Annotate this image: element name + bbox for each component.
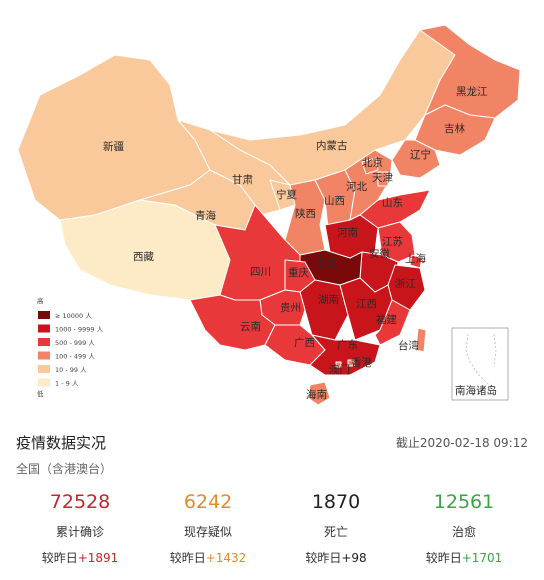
label-zhejiang: 浙江: [395, 278, 416, 290]
stat-value: 72528: [49, 491, 111, 513]
label-beijing: 北京: [362, 156, 383, 169]
stat-value: 12561: [433, 491, 495, 513]
label-liaoning: 辽宁: [410, 148, 431, 161]
legend-swatch: [38, 365, 50, 373]
legend-swatch: [38, 378, 50, 387]
province-xianggang[interactable]: [347, 359, 355, 367]
panel-title: 疫情数据实况: [16, 434, 107, 452]
legend-swatch: [38, 311, 50, 319]
province-taiwan[interactable]: [415, 327, 427, 353]
legend-label: 100 - 499 人: [55, 353, 95, 361]
label-hainan: 海南: [306, 388, 327, 401]
label-taiwan: 台湾: [398, 339, 419, 352]
delta-value: +1701: [461, 551, 503, 565]
label-shandong: 山东: [382, 196, 403, 209]
label-xinjiang: 新疆: [103, 140, 124, 153]
legend-swatch: [38, 338, 50, 346]
stat-label: 累计确诊: [55, 525, 104, 539]
delta-prefix: 较昨日: [305, 551, 342, 565]
stat-deaths: 1870 死亡 较昨日+98: [268, 490, 404, 568]
province-guangdong[interactable]: [309, 334, 381, 376]
stat-delta: 较昨日+1701: [396, 548, 532, 568]
label-jiangxi: 江西: [356, 298, 377, 310]
label-shanxi: 山西: [324, 195, 345, 207]
legend-swatch: [38, 324, 50, 333]
province-aomen[interactable]: [335, 361, 342, 368]
province-hunan[interactable]: [299, 279, 349, 341]
delta-prefix: 较昨日: [169, 551, 206, 565]
label-fujian: 福建: [376, 313, 397, 326]
epidemic-map: 黑龙江 吉林 辽宁 内蒙古 新疆 甘肃 宁夏 青海 西藏 北京 天津 河北 山西…: [17, 24, 521, 406]
label-tianjin: 天津: [372, 172, 393, 184]
delta-prefix: 较昨日: [425, 551, 462, 565]
label-yunnan: 云南: [240, 320, 261, 333]
province-hainan[interactable]: [307, 381, 331, 406]
delta-value: +1432: [205, 551, 247, 565]
province-tianjin[interactable]: [377, 171, 389, 187]
delta-value: +1891: [77, 551, 119, 565]
stats-panel: 疫情数据实况 截止2020-02-18 09:12 全国（含港澳台） 72528…: [0, 420, 544, 578]
legend-bottom: 低: [37, 389, 44, 398]
label-guizhou: 贵州: [280, 301, 301, 314]
legend-label: 1 - 9 人: [55, 380, 79, 388]
legend-label: 500 - 999 人: [55, 339, 95, 347]
label-hubei: 湖北: [316, 258, 337, 270]
label-heilongjiang: 黑龙江: [456, 85, 488, 98]
label-shanghai: 上海: [405, 252, 426, 265]
label-chongqing: 重庆: [288, 266, 309, 279]
legend-label: 1000 - 9999 人: [55, 326, 104, 334]
label-guangxi: 广西: [294, 337, 315, 349]
legend-label: ≥ 10000 人: [55, 312, 92, 320]
stat-delta: 较昨日+98: [268, 548, 404, 568]
legend-title: 高: [37, 296, 44, 305]
label-anhui: 安徽: [369, 247, 390, 260]
label-aomen: 澳门: [329, 363, 350, 376]
province-beijing[interactable]: [361, 157, 379, 175]
stats-row: 72528 累计确诊 较昨日+1891 6242 现存疑似 较昨日+1432 1…: [0, 490, 544, 580]
update-time: 截止2020-02-18 09:12: [395, 436, 528, 450]
stat-suspected: 6242 现存疑似 较昨日+1432: [140, 490, 276, 568]
label-henan: 河南: [337, 226, 358, 239]
legend-label: 10 - 99 人: [55, 366, 87, 374]
delta-value: +98: [341, 551, 367, 565]
province-liaoning[interactable]: [391, 139, 441, 179]
stat-value: 1870: [311, 491, 361, 513]
stat-confirmed: 72528 累计确诊 较昨日+1891: [12, 490, 148, 568]
label-jilin: 吉林: [444, 122, 465, 135]
stat-label: 治愈: [451, 525, 476, 539]
stat-cured: 12561 治愈 较昨日+1701: [396, 490, 532, 568]
south-china-sea-inset: [451, 327, 509, 401]
map-legend: 高 ≥ 10000 人 1000 - 9999 人 500 - 999 人 100 -…: [37, 296, 104, 398]
scope-label: 全国（含港澳台）: [16, 462, 113, 476]
stat-label: 死亡: [323, 525, 348, 539]
stat-label: 现存疑似: [183, 525, 232, 539]
label-jiangsu: 江苏: [382, 235, 403, 248]
label-hunan: 湖南: [318, 293, 339, 306]
stat-delta: 较昨日+1891: [12, 548, 148, 568]
label-guangdong: 广东: [337, 338, 358, 351]
label-xianggang: 香港: [351, 357, 372, 369]
label-gansu: 甘肃: [232, 173, 253, 186]
label-hebei: 河北: [346, 181, 367, 193]
label-sichuan: 四川: [250, 266, 271, 278]
label-xizang: 西藏: [133, 251, 154, 263]
stat-delta: 较昨日+1432: [140, 548, 276, 568]
legend-swatch: [38, 351, 50, 360]
label-ningxia: 宁夏: [276, 188, 297, 201]
label-neimenggu: 内蒙古: [316, 139, 348, 152]
label-nanhai: 南海诸岛: [455, 384, 497, 397]
label-shaanxi: 陕西: [295, 207, 316, 220]
stat-value: 6242: [183, 491, 233, 513]
label-qinghai: 青海: [195, 209, 216, 222]
delta-prefix: 较昨日: [41, 551, 78, 565]
china-map: 黑龙江 吉林 辽宁 内蒙古 新疆 甘肃 宁夏 青海 西藏 北京 天津 河北 山西…: [17, 24, 521, 406]
